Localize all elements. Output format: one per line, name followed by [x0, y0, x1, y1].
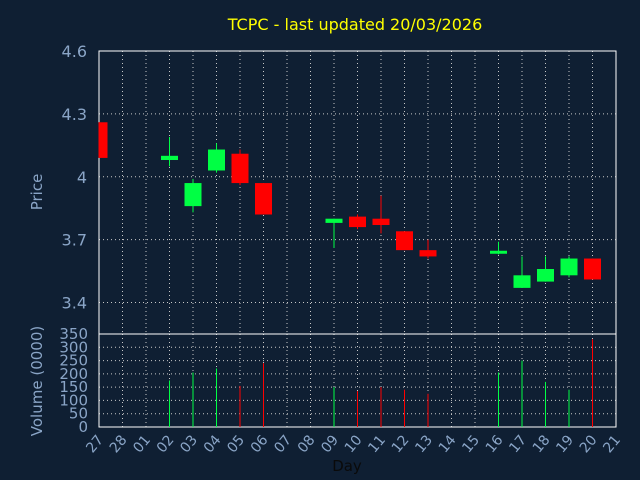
candle-body-down [372, 218, 390, 225]
candles [98, 122, 601, 288]
candle-body-up [208, 149, 225, 171]
price-y-tick-label: 3.7 [62, 231, 87, 250]
price-y-tick-label: 4.6 [62, 42, 87, 61]
volume-axis-label: Volume (0000) [28, 326, 46, 436]
volume-bars [169, 339, 593, 427]
candle-body-down [231, 153, 249, 184]
x-tick-labels: 27 28 01 02 03 04 05 06 07 08 09 10 11 12 13 14 15 16 17 18… [83, 432, 624, 456]
volume-y-tick-label: 100 [59, 391, 88, 409]
candle-body-down [396, 231, 413, 251]
candle-body-up [325, 218, 343, 223]
candle-body-up [537, 269, 554, 282]
candle-body-down [419, 250, 437, 257]
candle-body-down [99, 122, 108, 158]
price-y-tick-labels: 4.6 4.3 4 3.7 3.4 [62, 42, 87, 313]
price-y-tick-label: 3.4 [62, 294, 87, 313]
candle-body-down [349, 216, 366, 228]
volume-y-tick-label: 300 [59, 338, 88, 356]
volume-y-tick-label: 250 [59, 352, 88, 370]
x-axis-label: Day [332, 457, 362, 475]
candle-body-up [513, 275, 531, 288]
candle-body-up [560, 258, 578, 276]
volume-y-tick-label: 200 [59, 365, 88, 383]
candle-body-down [584, 258, 601, 280]
candle-body-down [255, 183, 272, 215]
candle-body-up [490, 250, 507, 254]
volume-y-tick-label: 150 [59, 378, 88, 396]
candle-body-up [184, 183, 202, 207]
price-panel: 4.6 4.3 4 3.7 3.4 Price [28, 42, 617, 335]
volume-y-tick-label: 0 [78, 418, 88, 436]
volume-y-tick-label: 350 [59, 325, 88, 343]
price-y-tick-label: 4 [77, 168, 87, 187]
candle-body-up [161, 155, 178, 161]
price-axis-label: Price [28, 174, 46, 211]
chart-title: TCPC - last updated 20/03/2026 [227, 15, 483, 34]
volume-y-tick-label: 50 [69, 405, 88, 423]
price-y-tick-label: 4.3 [62, 105, 87, 124]
